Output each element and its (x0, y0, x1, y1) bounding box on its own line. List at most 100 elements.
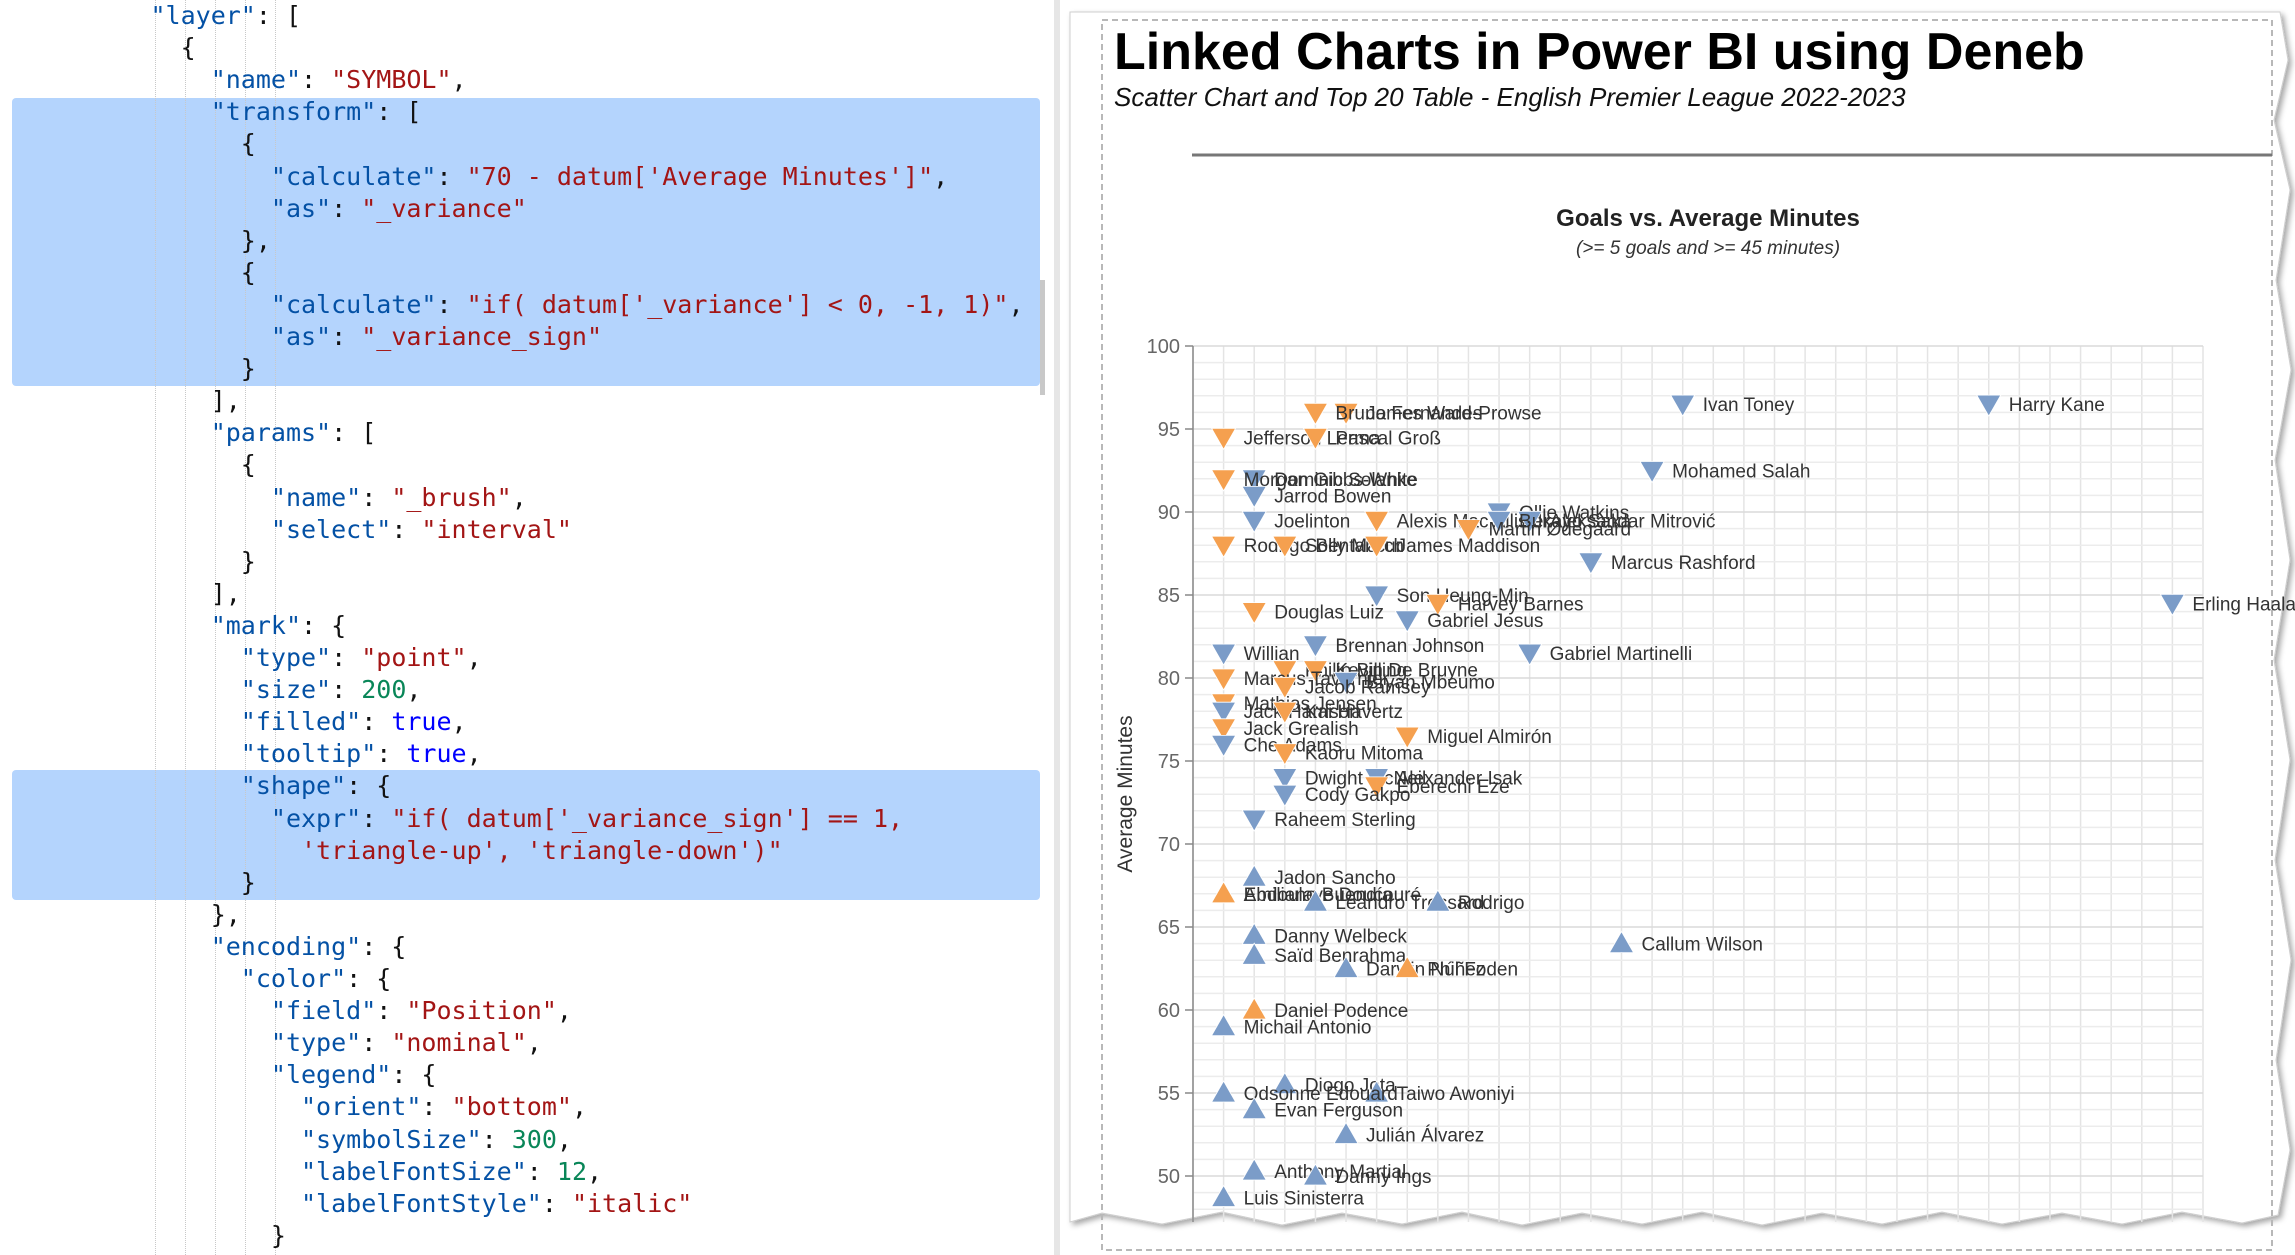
data-point-label: Solly March (1305, 536, 1404, 557)
visual-focus-border (1101, 19, 2273, 1251)
y-tick-label: 95 (1158, 419, 1180, 441)
code-line[interactable]: "size": 200, (241, 674, 422, 706)
code-line[interactable]: "calculate": "if( datum['_variance'] < 0… (271, 289, 1024, 321)
code-token: "expr" (270, 803, 362, 833)
data-point-triangle-down (1333, 671, 1359, 695)
data-point-triangle-down (1302, 660, 1329, 683)
code-line[interactable]: "calculate": "70 - datum['Average Minute… (271, 161, 948, 193)
selection-highlight (12, 98, 1040, 386)
code-token: "Position" (406, 996, 557, 1026)
code-token: "if( datum['_variance_sign'] == 1, (391, 803, 904, 833)
code-token: : { (346, 771, 392, 801)
code-token: "type" (270, 1028, 362, 1058)
data-point-label: Rodrigo (1458, 893, 1525, 914)
data-point-triangle-down (1210, 668, 1237, 691)
code-line[interactable]: }, (211, 899, 241, 931)
data-point-triangle-down (1976, 394, 2002, 417)
code-token: : (421, 1092, 452, 1122)
code-token: : (361, 803, 392, 833)
code-token: "select" (270, 514, 392, 544)
data-point-triangle-down (1272, 768, 1298, 791)
code-token: : { (391, 1060, 437, 1090)
data-point-label: Brennan Johnson (1335, 636, 1484, 657)
code-token: : (331, 643, 362, 672)
code-line[interactable]: "filled": true, (241, 706, 467, 738)
code-token: : [ (331, 418, 377, 448)
code-line[interactable]: { (241, 128, 256, 160)
code-line[interactable]: } (271, 1220, 286, 1252)
code-line[interactable]: }, (241, 225, 271, 257)
code-line[interactable]: "tooltip": true, (241, 738, 482, 770)
code-line[interactable]: "type": "point", (241, 642, 482, 674)
pane-divider[interactable] (1054, 0, 1060, 1255)
editor-scrollbar[interactable] (1040, 280, 1045, 395)
y-tick-label: 65 (1158, 917, 1180, 939)
data-point-triangle-down (1210, 535, 1237, 559)
code-token: } (240, 867, 256, 897)
code-line[interactable]: "field": "Position", (271, 995, 572, 1027)
code-line[interactable]: "transform": [ (211, 96, 422, 128)
code-line[interactable]: { (241, 257, 256, 289)
code-line[interactable]: } (241, 867, 256, 899)
code-line[interactable]: "shape": { (241, 770, 392, 802)
y-axis-title: Average Minutes (1114, 715, 1137, 872)
code-line[interactable]: "color": { (241, 963, 392, 995)
code-line[interactable]: { (181, 32, 196, 64)
data-point-triangle-down (1210, 718, 1237, 741)
code-token: "encoding" (210, 931, 362, 961)
data-point-label: Ivan Toney (1703, 395, 1795, 416)
data-point-label: Alexander Isak (1397, 769, 1523, 790)
code-line[interactable]: "type": "nominal", (271, 1027, 542, 1059)
code-token: : (376, 739, 407, 769)
data-point-label: Aleksandar Mitrović (1550, 511, 1716, 532)
code-line[interactable]: "legend": { (271, 1059, 437, 1091)
data-point-triangle-up (1333, 955, 1359, 978)
code-line[interactable]: { (241, 449, 256, 481)
code-token: "size" (240, 675, 332, 705)
code-line[interactable]: "as": "_variance" (271, 193, 527, 225)
code-editor[interactable]: "layer": [{"name": "SYMBOL", "transform":… (0, 0, 1045, 1255)
data-point-label: Douglas Luiz (1274, 603, 1384, 624)
code-line[interactable]: ], (211, 385, 241, 417)
data-point-triangle-up (1210, 1080, 1237, 1103)
data-point-label: Kevin De Bruyne (1335, 661, 1478, 682)
code-line[interactable]: "symbolSize": 300, (301, 1124, 572, 1156)
code-line[interactable]: "layer": [ (151, 0, 302, 32)
code-token: : (361, 707, 392, 737)
data-point-triangle-down (1241, 602, 1267, 625)
code-line[interactable]: "select": "interval" (271, 514, 572, 546)
data-point-label: Bryan Mbeumo (1366, 672, 1495, 693)
data-point-label: Philip Billing (1305, 661, 1407, 682)
y-tick-label: 70 (1158, 834, 1180, 856)
data-point-label: Eberechi Eze (1397, 777, 1510, 798)
y-tick-label: 80 (1158, 668, 1180, 690)
code-token: "shape" (240, 771, 347, 801)
code-token: true (391, 707, 452, 737)
code-line[interactable]: "as": "_variance_sign" (271, 321, 602, 353)
code-line[interactable]: "orient": "bottom", (301, 1091, 587, 1123)
code-token: "calculate" (270, 289, 437, 319)
code-line[interactable]: "name": "_brush", (271, 482, 527, 514)
code-line[interactable]: "labelFontSize": 12, (301, 1156, 602, 1188)
code-line[interactable]: "expr": "if( datum['_variance_sign'] == … (271, 803, 903, 835)
code-token: "filled" (240, 707, 362, 737)
code-line[interactable]: ], (211, 578, 241, 610)
code-line[interactable]: "name": "SYMBOL", (211, 64, 467, 96)
code-line[interactable]: "params": [ (211, 417, 377, 449)
code-line[interactable]: "encoding": { (211, 931, 407, 963)
code-line[interactable]: "labelFontStyle": "italic" (301, 1188, 692, 1220)
data-point-triangle-up (1302, 1163, 1329, 1186)
code-token: "SYMBOL" (331, 65, 452, 95)
data-point-triangle-up (1302, 889, 1329, 912)
code-token: "labelFontSize" (301, 1156, 527, 1186)
y-tick-label: 85 (1158, 585, 1180, 607)
data-point-triangle-down (1670, 394, 1696, 417)
data-point-triangle-up (1333, 1121, 1359, 1144)
code-token: : (541, 1188, 572, 1218)
code-token: 'triangle-up', 'triangle-down')" (301, 835, 783, 865)
code-line[interactable]: } (241, 546, 256, 578)
code-line[interactable]: 'triangle-up', 'triangle-down')" (301, 835, 783, 867)
code-token: 12 (556, 1156, 587, 1186)
code-line[interactable]: "mark": { (211, 610, 346, 642)
code-line[interactable]: } (241, 353, 256, 385)
